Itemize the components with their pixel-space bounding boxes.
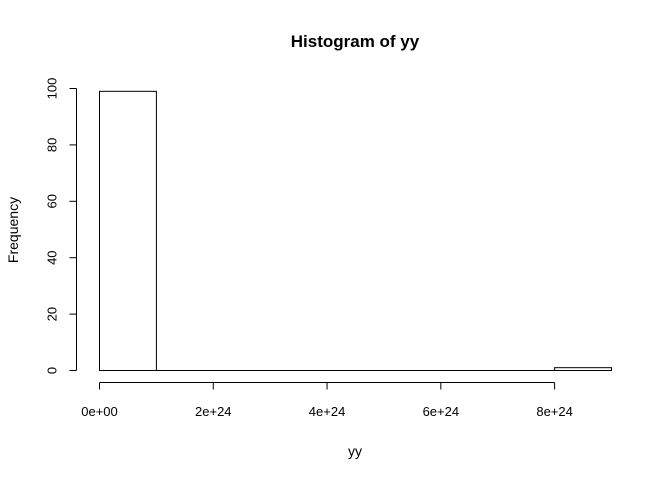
- y-tick-label: 20: [45, 307, 60, 321]
- y-tick-label: 60: [45, 194, 60, 208]
- histogram-bar: [99, 90, 157, 371]
- x-tick-label: 2e+24: [195, 404, 232, 419]
- x-tick-label: 6e+24: [423, 404, 460, 419]
- y-tick-label: 0: [45, 367, 60, 374]
- x-tick-label: 8e+24: [536, 404, 573, 419]
- y-tick-label: 100: [45, 78, 60, 100]
- bars-group: [99, 90, 612, 371]
- y-axis: 0 20 40 60 80 100: [45, 78, 77, 374]
- x-tick-label: 0e+00: [81, 404, 118, 419]
- x-axis-label: yy: [348, 443, 362, 459]
- y-tick-label: 80: [45, 138, 60, 152]
- y-tick-label: 40: [45, 250, 60, 264]
- x-axis: 0e+00 2e+24 4e+24 6e+24 8e+24: [81, 382, 573, 419]
- y-axis-label: Frequency: [5, 197, 21, 263]
- chart-title: Histogram of yy: [291, 32, 420, 51]
- x-tick-label: 4e+24: [309, 404, 346, 419]
- histogram-bar: [554, 367, 612, 371]
